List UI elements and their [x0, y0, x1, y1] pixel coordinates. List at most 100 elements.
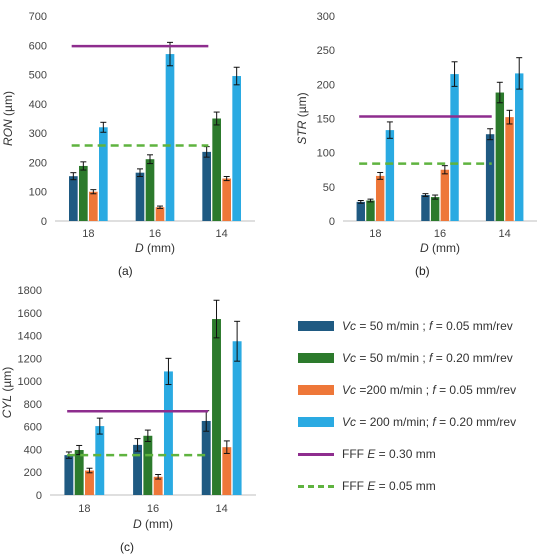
- bar: [202, 151, 211, 221]
- bar: [222, 447, 232, 495]
- x-axis-title: D (mm): [135, 241, 175, 255]
- y-tick-label: 200: [317, 79, 335, 91]
- bar: [143, 435, 153, 495]
- chart-ron: 0 100 200 300 400 500 600 700 18 16 14 D (mm) RON (µ…: [1, 11, 255, 255]
- bar: [135, 172, 145, 221]
- y-tick-label: 1600: [18, 308, 42, 320]
- bar: [64, 455, 74, 495]
- bar: [165, 54, 175, 222]
- y-tick-label: 50: [323, 182, 335, 194]
- bar: [212, 118, 221, 221]
- y-tick-label: 400: [24, 444, 42, 456]
- panel-label-b: (b): [415, 264, 430, 278]
- legend-swatch: [298, 353, 334, 363]
- bar: [495, 92, 505, 222]
- panel-label-a: (a): [118, 264, 133, 278]
- x-tick-label: 18: [82, 228, 94, 240]
- bar: [212, 319, 221, 495]
- bar: [153, 476, 163, 495]
- y-tick-label: 200: [29, 157, 47, 169]
- x-axis-title: D (mm): [133, 517, 173, 531]
- legend-swatch: [298, 417, 334, 427]
- y-tick-label: 600: [24, 422, 42, 434]
- y-tick-label: 400: [29, 99, 47, 111]
- legend-item: Vc = 200 m/min; f = 0.20 mm/rev: [298, 412, 516, 432]
- y-tick-label: 600: [29, 40, 47, 52]
- y-tick-label: 800: [24, 399, 42, 411]
- bar: [201, 420, 211, 495]
- y-tick-label: 300: [29, 128, 47, 140]
- bar: [450, 74, 459, 221]
- bar: [421, 195, 430, 221]
- bar: [85, 470, 94, 495]
- bar: [79, 165, 88, 221]
- x-tick-label: 16: [149, 228, 161, 240]
- legend-label: Vc = 50 m/min ; f = 0.05 mm/rev: [342, 319, 513, 333]
- bar: [485, 134, 495, 221]
- y-tick-label: 700: [29, 11, 47, 23]
- bar: [74, 450, 84, 495]
- y-tick-label: 500: [29, 70, 47, 82]
- y-tick-label: 1800: [18, 285, 42, 297]
- bar: [440, 169, 450, 221]
- legend-swatch: [298, 452, 334, 456]
- y-axis-title: CYL (µm): [0, 367, 14, 419]
- bar: [356, 201, 365, 221]
- bar: [145, 159, 155, 221]
- y-tick-label: 150: [317, 114, 335, 126]
- legend-item: Vc =200 m/min ; f = 0.05 mm/rev: [298, 380, 516, 400]
- bar: [133, 444, 143, 495]
- legend-label: Vc =200 m/min ; f = 0.05 mm/rev: [342, 383, 517, 397]
- bar: [69, 176, 78, 221]
- x-tick-label: 18: [78, 503, 90, 515]
- x-tick-label: 16: [434, 228, 446, 240]
- legend-item: FFF E = 0.05 mm: [298, 476, 436, 496]
- y-tick-label: 0: [41, 216, 47, 228]
- y-axis-title: RON (µm): [1, 91, 15, 146]
- x-tick-label: 18: [369, 228, 381, 240]
- legend-item: FFF E = 0.30 mm: [298, 444, 436, 464]
- legend-label: Vc = 200 m/min; f = 0.20 mm/rev: [342, 415, 517, 429]
- y-tick-label: 100: [29, 187, 47, 199]
- y-tick-label: 1000: [18, 376, 42, 388]
- y-tick-label: 250: [317, 45, 335, 57]
- y-tick-label: 1200: [18, 353, 42, 365]
- bar: [430, 197, 440, 221]
- y-tick-label: 200: [24, 467, 42, 479]
- bar: [155, 207, 165, 221]
- y-tick-label: 1400: [18, 331, 42, 343]
- x-tick-label: 14: [499, 228, 511, 240]
- legend-label: Vc = 50 m/min ; f = 0.20 mm/rev: [342, 351, 513, 365]
- x-tick-label: 14: [216, 228, 228, 240]
- legend-item: Vc = 50 m/min ; f = 0.20 mm/rev: [298, 348, 513, 368]
- bar: [163, 371, 173, 495]
- bar: [366, 200, 375, 221]
- legend-label: FFF E = 0.30 mm: [342, 447, 436, 461]
- legend-item: Vc = 50 m/min ; f = 0.05 mm/rev: [298, 316, 513, 336]
- x-axis-title: D (mm): [420, 241, 460, 255]
- bar: [232, 341, 242, 495]
- chart-cyl: 0 200 400 600 800 1000 1200 1400 1600 1800 18 16 14 D…: [0, 285, 256, 531]
- legend-label: FFF E = 0.05 mm: [342, 479, 436, 493]
- chart-str: 0 50 100 150 200 250 300 18 16 14 D (mm) STR (µm): [295, 11, 537, 255]
- y-tick-label: 0: [329, 216, 335, 228]
- bar: [222, 178, 231, 221]
- legend-swatch: [298, 321, 334, 331]
- bar: [375, 175, 385, 221]
- bar: [232, 76, 241, 222]
- y-tick-label: 100: [317, 148, 335, 160]
- y-axis-title: STR (µm): [295, 92, 309, 144]
- bar: [89, 191, 98, 221]
- legend-swatch: [298, 385, 334, 395]
- y-tick-label: 300: [317, 11, 335, 23]
- x-tick-label: 16: [147, 503, 159, 515]
- y-tick-label: 0: [36, 490, 42, 502]
- bar: [99, 127, 108, 221]
- bar: [515, 73, 524, 222]
- bar: [385, 130, 395, 221]
- panel-label-c: (c): [120, 540, 134, 554]
- bar: [505, 117, 514, 221]
- x-tick-label: 14: [216, 503, 228, 515]
- bar: [95, 426, 105, 495]
